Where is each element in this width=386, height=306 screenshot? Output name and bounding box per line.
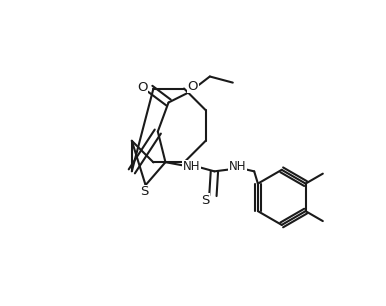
Text: S: S — [140, 185, 148, 198]
Text: NH: NH — [229, 160, 246, 173]
Text: NH: NH — [183, 160, 200, 173]
Text: S: S — [201, 194, 210, 207]
Text: O: O — [188, 80, 198, 93]
Text: O: O — [137, 81, 148, 94]
